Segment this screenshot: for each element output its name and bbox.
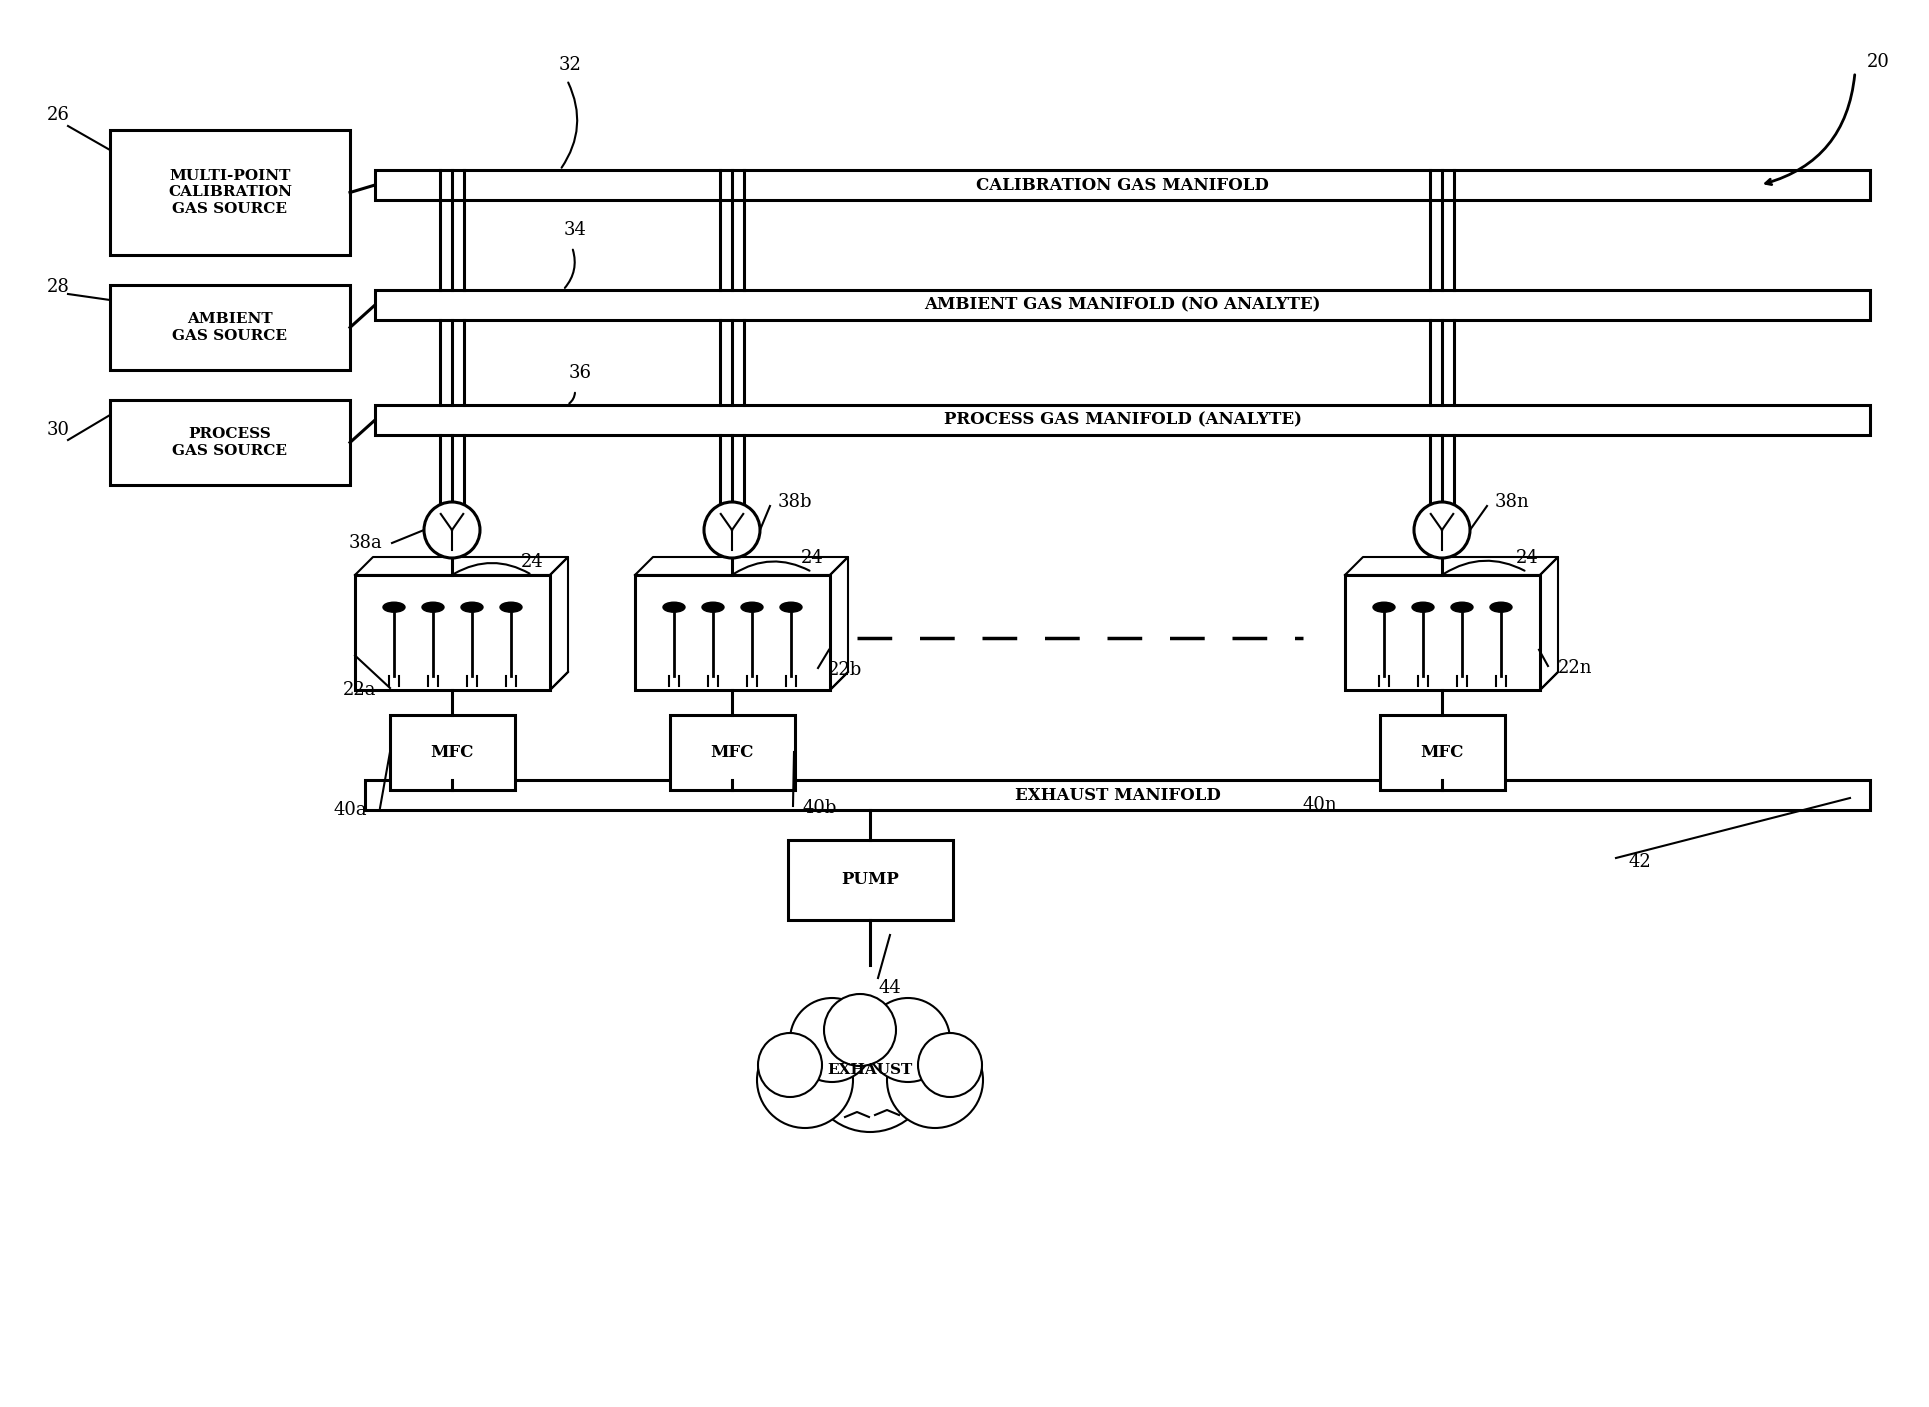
Bar [365,779,1869,810]
Text: 24: 24 [1516,549,1537,567]
Text: MFC: MFC [710,744,754,761]
Ellipse shape [741,602,764,612]
Text: PUMP: PUMP [841,871,899,888]
Ellipse shape [422,602,444,612]
Circle shape [918,1033,982,1097]
Ellipse shape [1373,602,1395,612]
Text: MULTI-POINT
CALIBRATION
GAS SOURCE: MULTI-POINT CALIBRATION GAS SOURCE [168,169,291,215]
Ellipse shape [702,602,723,612]
Circle shape [866,998,949,1082]
Text: CALIBRATION GAS MANIFOLD: CALIBRATION GAS MANIFOLD [976,176,1269,194]
Text: MFC: MFC [1420,744,1464,761]
Ellipse shape [1412,602,1433,612]
Text: 20: 20 [1867,53,1888,70]
Text: 38a: 38a [347,535,382,552]
Text: 38n: 38n [1495,492,1530,511]
Text: 34: 34 [563,221,586,239]
Circle shape [704,502,760,559]
Text: 40n: 40n [1302,796,1337,815]
Circle shape [866,998,949,1082]
Bar [789,840,953,920]
Text: AMBIENT GAS MANIFOLD (NO ANALYTE): AMBIENT GAS MANIFOLD (NO ANALYTE) [924,297,1321,314]
Circle shape [756,1031,853,1128]
Ellipse shape [1451,602,1474,612]
Text: EXHAUST: EXHAUST [828,1064,912,1076]
Circle shape [758,1033,822,1097]
Bar [374,170,1869,200]
Circle shape [1414,502,1470,559]
Text: 42: 42 [1628,853,1651,871]
Ellipse shape [500,602,523,612]
Text: AMBIENT
GAS SOURCE: AMBIENT GAS SOURCE [172,312,287,342]
Circle shape [791,998,874,1082]
Text: 38b: 38b [777,492,812,511]
Text: 22n: 22n [1559,658,1591,677]
Text: 24: 24 [521,553,544,571]
Bar [1379,715,1505,789]
Circle shape [808,1007,932,1133]
Circle shape [824,993,895,1067]
Ellipse shape [461,602,482,612]
Ellipse shape [1489,602,1512,612]
Ellipse shape [384,602,405,612]
Bar [669,715,795,789]
Text: 22a: 22a [343,681,376,699]
Text: 40a: 40a [334,801,367,819]
Bar [355,575,550,689]
Circle shape [887,1031,984,1128]
Bar [635,575,829,689]
Circle shape [424,502,480,559]
Text: 40b: 40b [802,799,837,817]
Text: 30: 30 [46,421,69,439]
Circle shape [808,1007,932,1133]
Text: 44: 44 [878,979,901,998]
Circle shape [824,993,895,1067]
Circle shape [758,1033,822,1097]
Bar [390,715,515,789]
Text: 36: 36 [569,364,592,381]
Bar [110,286,349,370]
Bar [374,405,1869,435]
Text: 32: 32 [559,56,581,75]
Bar [374,290,1869,319]
Text: PROCESS
GAS SOURCE: PROCESS GAS SOURCE [172,428,287,457]
Text: EXHAUST MANIFOLD: EXHAUST MANIFOLD [1015,787,1221,803]
Ellipse shape [779,602,802,612]
Text: PROCESS GAS MANIFOLD (ANALYTE): PROCESS GAS MANIFOLD (ANALYTE) [943,411,1302,429]
Ellipse shape [664,602,685,612]
Circle shape [918,1033,982,1097]
Bar [110,400,349,485]
Circle shape [887,1031,984,1128]
Bar [1345,575,1539,689]
Bar [110,129,349,255]
Text: 24: 24 [801,549,824,567]
Circle shape [756,1031,853,1128]
Text: 28: 28 [46,279,69,295]
Text: 22b: 22b [828,661,862,680]
Text: 26: 26 [46,106,69,124]
Text: MFC: MFC [430,744,475,761]
Circle shape [791,998,874,1082]
